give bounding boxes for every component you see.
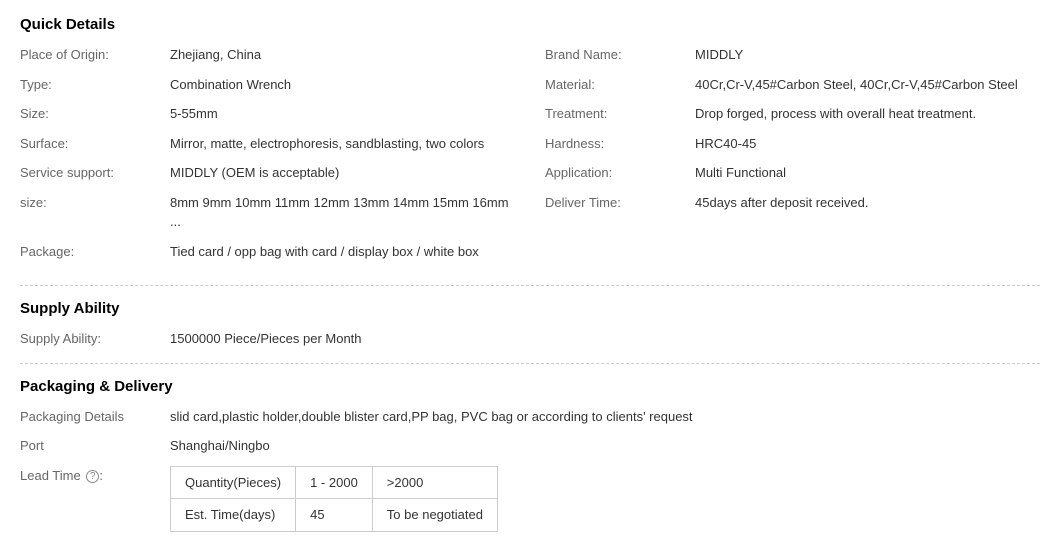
detail-label: Application:	[545, 163, 695, 183]
detail-label: Service support:	[20, 163, 170, 183]
detail-row: size:8mm 9mm 10mm 11mm 12mm 13mm 14mm 15…	[20, 193, 515, 232]
help-icon[interactable]: ?	[86, 470, 99, 483]
packaging-row: Packaging Details slid card,plastic hold…	[20, 407, 1040, 427]
packaging-title: Packaging & Delivery	[20, 378, 1040, 395]
section-divider	[20, 285, 1040, 286]
section-divider	[20, 363, 1040, 364]
detail-label: size:	[20, 193, 170, 232]
table-row: Est. Time(days) 45 To be negotiated	[171, 499, 498, 532]
detail-label: Package:	[20, 242, 170, 262]
detail-label: Surface:	[20, 134, 170, 154]
detail-row: Hardness:HRC40-45	[545, 134, 1040, 154]
detail-label: Brand Name:	[545, 45, 695, 65]
detail-value: Tied card / opp bag with card / display …	[170, 242, 515, 262]
detail-value: 40Cr,Cr-V,45#Carbon Steel, 40Cr,Cr-V,45#…	[695, 75, 1040, 95]
detail-row: Size:5-55mm	[20, 104, 515, 124]
packaging-label: Packaging Details	[20, 407, 170, 427]
detail-row: Treatment:Drop forged, process with over…	[545, 104, 1040, 124]
supply-value: 1500000 Piece/Pieces per Month	[170, 329, 1040, 349]
detail-value: Zhejiang, China	[170, 45, 515, 65]
table-cell: Est. Time(days)	[171, 499, 296, 532]
detail-value: Multi Functional	[695, 163, 1040, 183]
table-cell: To be negotiated	[372, 499, 497, 532]
lead-time-value: Quantity(Pieces) 1 - 2000 >2000 Est. Tim…	[170, 466, 1040, 532]
packaging-value: slid card,plastic holder,double blister …	[170, 407, 1040, 427]
port-value: Shanghai/Ningbo	[170, 436, 1040, 456]
detail-label: Treatment:	[545, 104, 695, 124]
supply-row: Supply Ability: 1500000 Piece/Pieces per…	[20, 329, 1040, 349]
detail-value: MIDDLY	[695, 45, 1040, 65]
lead-time-text: Lead Time	[20, 468, 81, 483]
detail-label: Material:	[545, 75, 695, 95]
detail-row: Service support:MIDDLY (OEM is acceptabl…	[20, 163, 515, 183]
detail-row: Material:40Cr,Cr-V,45#Carbon Steel, 40Cr…	[545, 75, 1040, 95]
quick-details-grid: Place of Origin:Zhejiang, China Type:Com…	[20, 45, 1040, 271]
table-cell: Quantity(Pieces)	[171, 466, 296, 499]
port-label: Port	[20, 436, 170, 456]
detail-label: Place of Origin:	[20, 45, 170, 65]
detail-value: Combination Wrench	[170, 75, 515, 95]
detail-label: Deliver Time:	[545, 193, 695, 213]
supply-title: Supply Ability	[20, 300, 1040, 317]
detail-label: Size:	[20, 104, 170, 124]
lead-time-table: Quantity(Pieces) 1 - 2000 >2000 Est. Tim…	[170, 466, 498, 532]
detail-value: 45days after deposit received.	[695, 193, 1040, 213]
quick-details-left-col: Place of Origin:Zhejiang, China Type:Com…	[20, 45, 515, 271]
detail-value: Drop forged, process with overall heat t…	[695, 104, 1040, 124]
detail-row: Brand Name:MIDDLY	[545, 45, 1040, 65]
supply-label: Supply Ability:	[20, 329, 170, 349]
detail-value: HRC40-45	[695, 134, 1040, 154]
lead-time-row: Lead Time ?: Quantity(Pieces) 1 - 2000 >…	[20, 466, 1040, 532]
detail-row: Deliver Time:45days after deposit receiv…	[545, 193, 1040, 213]
detail-label: Type:	[20, 75, 170, 95]
table-row: Quantity(Pieces) 1 - 2000 >2000	[171, 466, 498, 499]
detail-row: Place of Origin:Zhejiang, China	[20, 45, 515, 65]
port-row: Port Shanghai/Ningbo	[20, 436, 1040, 456]
table-cell: 45	[296, 499, 373, 532]
detail-value: Mirror, matte, electrophoresis, sandblas…	[170, 134, 515, 154]
table-cell: >2000	[372, 466, 497, 499]
detail-value: MIDDLY (OEM is acceptable)	[170, 163, 515, 183]
lead-time-label: Lead Time ?:	[20, 466, 170, 486]
table-cell: 1 - 2000	[296, 466, 373, 499]
detail-row: Type:Combination Wrench	[20, 75, 515, 95]
detail-label: Hardness:	[545, 134, 695, 154]
detail-row: Package:Tied card / opp bag with card / …	[20, 242, 515, 262]
lead-time-colon: :	[99, 468, 103, 483]
quick-details-right-col: Brand Name:MIDDLY Material:40Cr,Cr-V,45#…	[545, 45, 1040, 271]
detail-value: 8mm 9mm 10mm 11mm 12mm 13mm 14mm 15mm 16…	[170, 193, 515, 232]
detail-row: Application:Multi Functional	[545, 163, 1040, 183]
detail-row: Surface:Mirror, matte, electrophoresis, …	[20, 134, 515, 154]
detail-value: 5-55mm	[170, 104, 515, 124]
quick-details-title: Quick Details	[20, 16, 1040, 33]
